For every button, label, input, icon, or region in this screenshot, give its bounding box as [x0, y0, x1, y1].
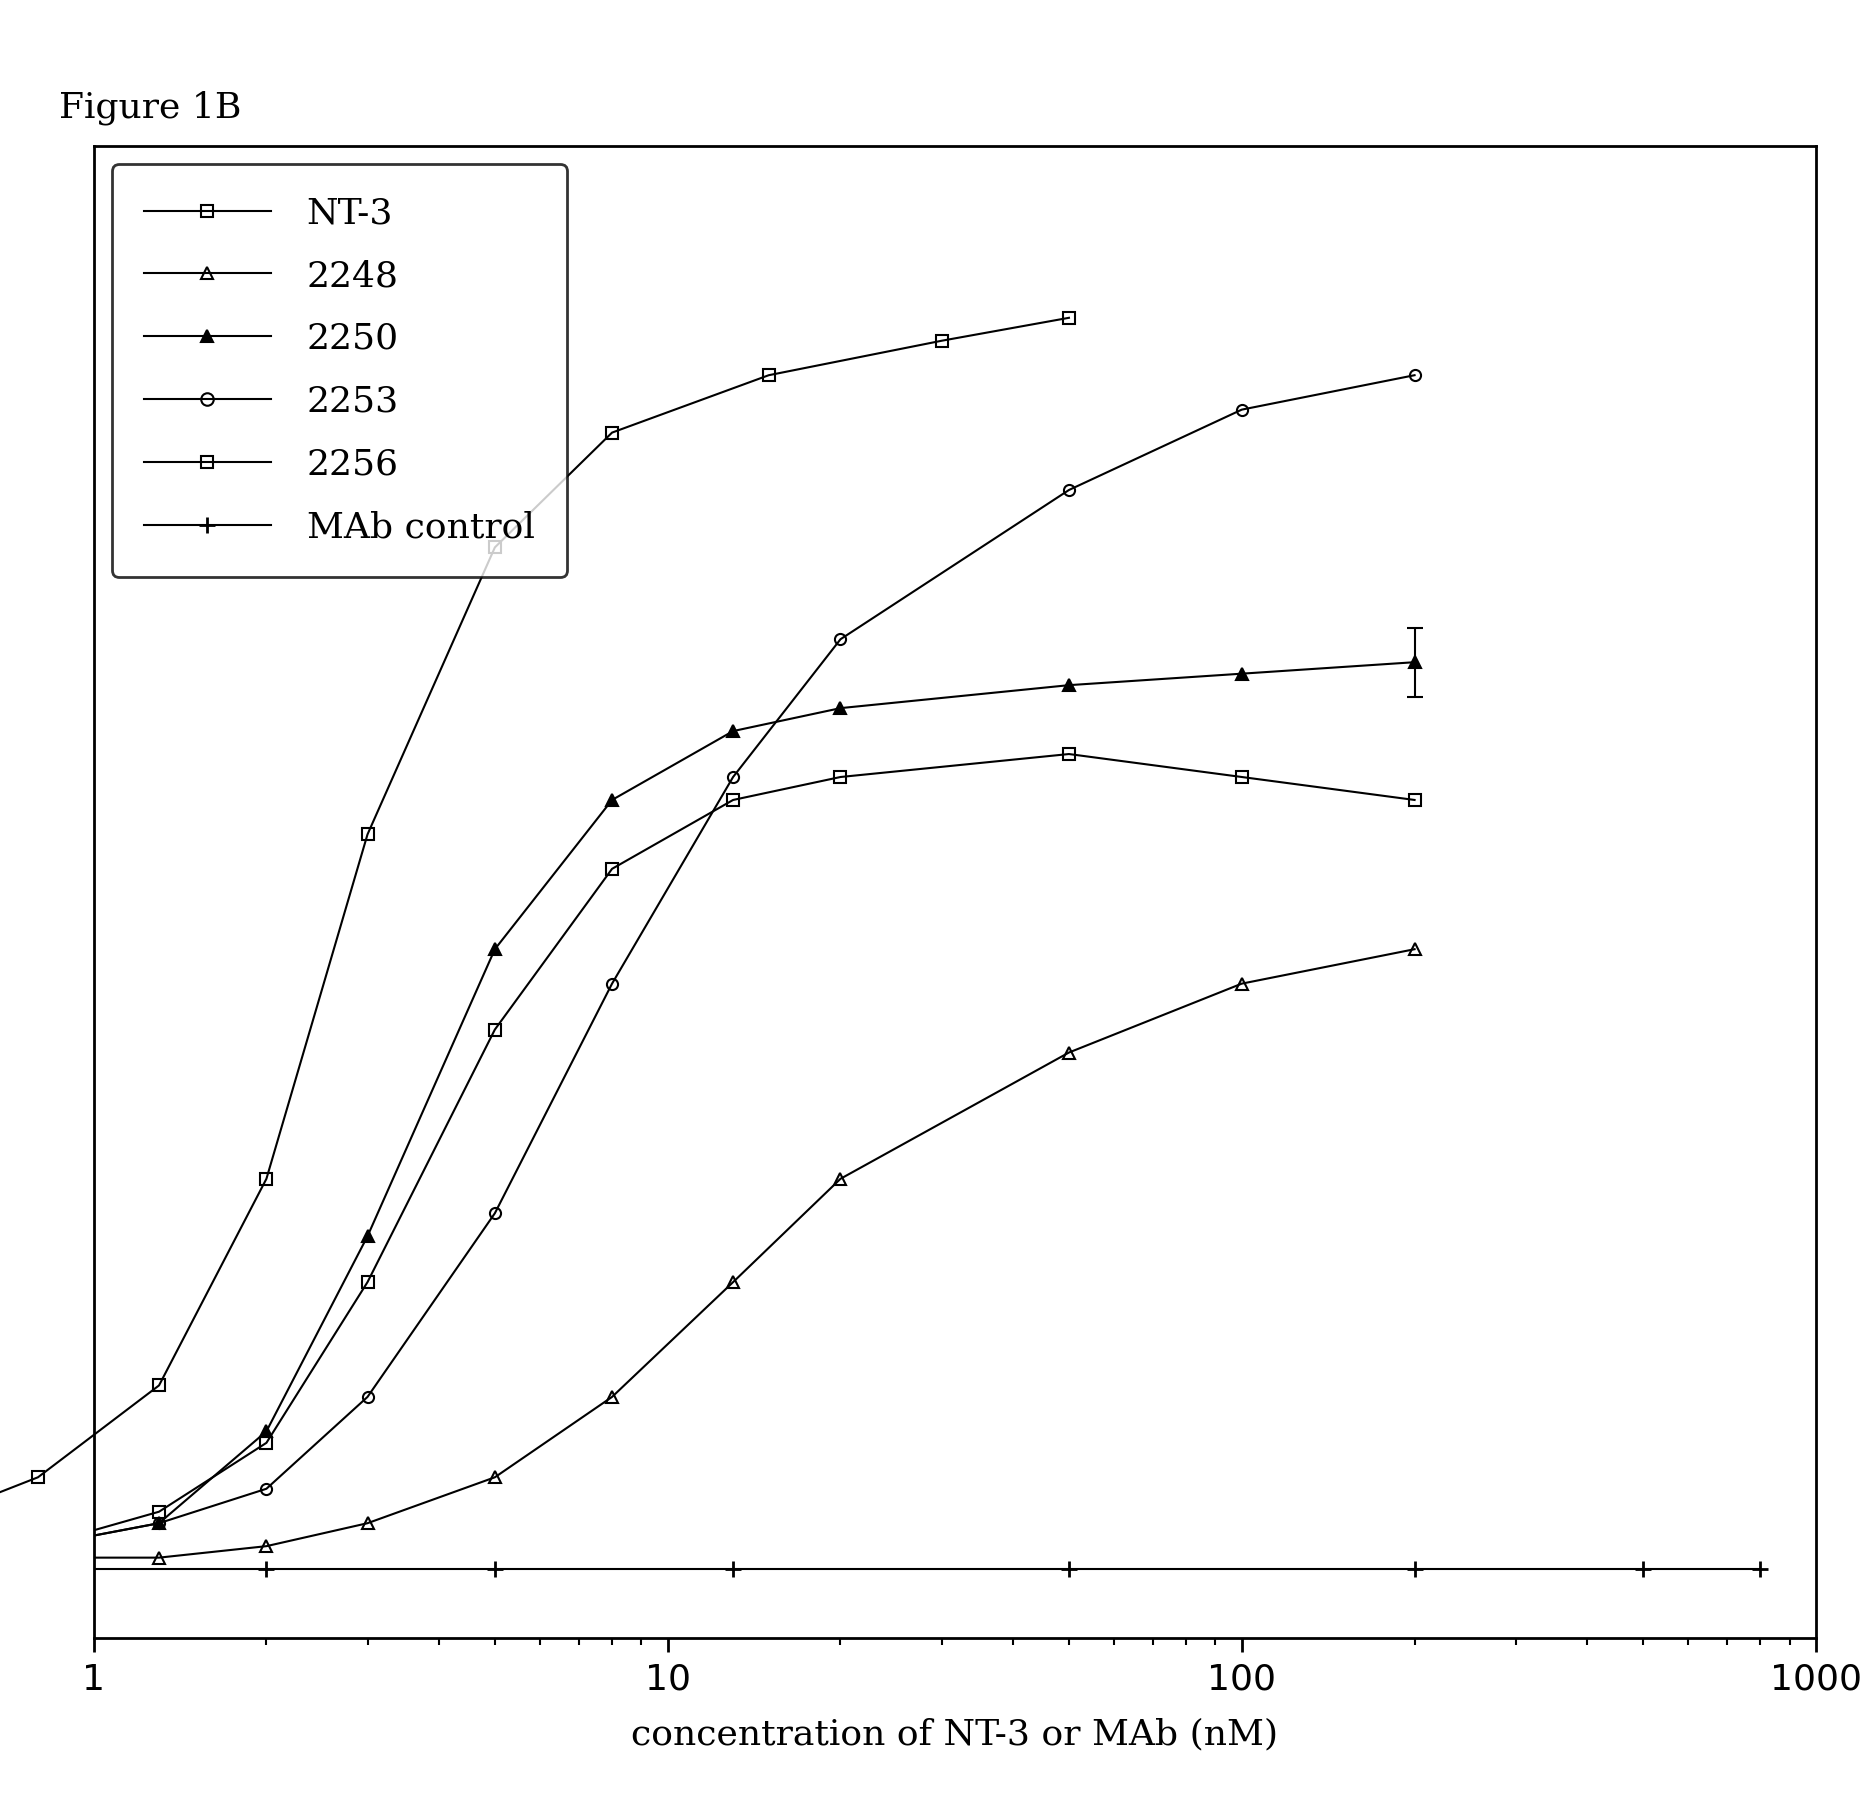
Text: Figure 1B: Figure 1B [60, 91, 241, 126]
X-axis label: concentration of NT-3 or MAb (nM): concentration of NT-3 or MAb (nM) [631, 1718, 1279, 1753]
Legend: NT-3, 2248, 2250, 2253, 2256, MAb control: NT-3, 2248, 2250, 2253, 2256, MAb contro… [112, 164, 567, 577]
